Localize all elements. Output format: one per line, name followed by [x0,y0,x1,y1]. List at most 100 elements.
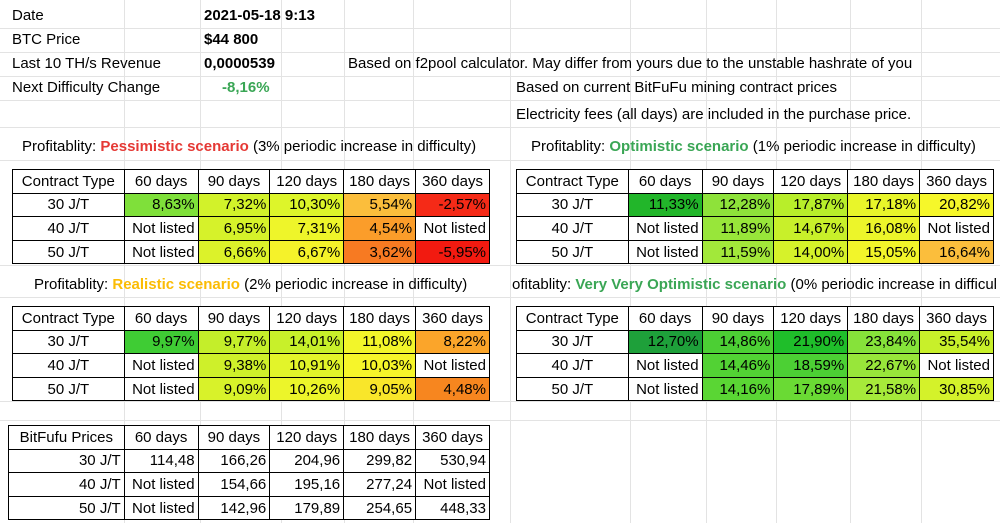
profit-cell: -5,95% [415,239,490,265]
column-header: 180 days [847,169,921,194]
profit-cell: 17,18% [847,192,921,218]
column-header: 60 days [627,306,703,331]
profit-cell: 11,33% [627,192,703,218]
profit-cell: 21,90% [773,329,849,355]
very-optimistic-title: ofitablity: Very Very Optimistic scenari… [512,276,997,293]
profit-cell: 4,54% [343,216,417,241]
profit-cell: 10,91% [269,353,345,378]
row-label: 50 J/T [516,239,629,265]
pessimistic-title: Profitablity: Pessimistic scenario (3% p… [22,138,477,155]
table-row: 30 J/T 114,48 166,26 204,96 299,82 530,94 [8,448,490,474]
table-row: 40 J/T Not listed 154,66 195,16 277,24 Not li… [8,472,490,497]
profit-cell: Not listed [415,353,490,378]
row-label: 40 J/T [516,353,629,378]
realistic-scenario-label: Realistic scenario [112,276,240,293]
profit-cell: 14,00% [773,239,849,265]
row-label: 30 J/T [12,192,125,218]
column-header: 90 days [197,169,271,194]
profit-cell: 15,05% [847,239,921,265]
profit-cell: 14,46% [701,353,775,378]
column-header: 60 days [627,169,703,194]
difficulty-value: -8,16% [222,79,270,96]
profit-cell: 9,77% [197,329,271,355]
table-row: 30 J/T 11,33% 12,28% 17,87% 17,18% 20,82% [516,192,994,218]
profit-cell: 10,03% [343,353,417,378]
column-header: Contract Type [12,306,125,331]
profit-cell: Not listed [123,376,199,402]
profit-cell: 6,95% [197,216,271,241]
table-row: 50 J/T Not listed 9,09% 10,26% 9,05% 4,48% [12,376,490,402]
profit-cell: 9,97% [123,329,199,355]
profit-cell: 14,16% [701,376,775,402]
profit-cell: Not listed [919,353,994,378]
profit-cell: 4,48% [415,376,490,402]
profit-cell: 7,32% [197,192,271,218]
row-label: 30 J/T [516,329,629,355]
table-row: 30 J/T 12,70% 14,86% 21,90% 23,84% 35,54% [516,329,994,355]
profit-cell: Not listed [123,239,199,265]
price-cell: Not listed [123,472,199,497]
column-header: BitFufu Prices [8,425,125,450]
profit-cell: Not listed [627,239,703,265]
price-cell: Not listed [415,472,490,497]
realistic-table: Contract Type 60 days 90 days 120 days 180 d… [12,306,490,402]
column-header: 180 days [847,306,921,331]
row-label: 50 J/T [516,376,629,402]
column-header: Contract Type [516,306,629,331]
row-label: 40 J/T [12,353,125,378]
column-header: 180 days [343,169,417,194]
profit-cell: 11,89% [701,216,775,241]
row-label: 50 J/T [12,239,125,265]
profit-cell: 11,59% [701,239,775,265]
profit-cell: 21,58% [847,376,921,402]
btc-price-value: $44 800 [204,31,259,48]
column-header: 360 days [415,306,490,331]
revenue-value: 0,0000539 [204,55,275,72]
profit-cell: 14,01% [269,329,345,355]
price-cell: 166,26 [197,448,271,474]
profit-cell: 10,30% [269,192,345,218]
pessimistic-scenario-label: Pessimistic scenario [100,138,249,155]
profit-cell: 18,59% [773,353,849,378]
profit-cell: 22,67% [847,353,921,378]
profit-cell: 23,84% [847,329,921,355]
profit-cell: 5,54% [343,192,417,218]
profit-cell: Not listed [919,216,994,241]
row-label: 40 J/T [516,216,629,241]
prices-table: BitFufu Prices 60 days 90 days 120 days 180 … [8,425,490,521]
profit-cell: 3,62% [343,239,417,265]
profit-cell: 16,64% [919,239,994,265]
profit-cell: 7,31% [269,216,345,241]
table-row: 50 J/T Not listed 6,66% 6,67% 3,62% -5,95% [12,239,490,265]
very-optimistic-scenario-label: Very Very Optimistic scenario [575,276,787,293]
price-cell: 179,89 [269,495,345,521]
difficulty-label: Next Difficulty Change [12,79,161,96]
pessimistic-table: Contract Type 60 days 90 days 120 days 180 d… [12,169,490,265]
price-cell: 254,65 [343,495,417,521]
column-header: 120 days [269,425,345,450]
price-cell: 299,82 [343,448,417,474]
column-header: 90 days [701,169,775,194]
price-cell: 114,48 [123,448,199,474]
profit-cell: 12,28% [701,192,775,218]
profit-cell: 10,26% [269,376,345,402]
table-row: 50 J/T Not listed 142,96 179,89 254,65 448,33 [8,495,490,521]
table-row: 40 J/T Not listed 9,38% 10,91% 10,03% Not lis… [12,353,490,378]
optimistic-table: Contract Type 60 days 90 days 120 days 180 d… [516,169,994,265]
column-header: 120 days [773,306,849,331]
date-label: Date [12,7,44,24]
column-header: 60 days [123,425,199,450]
column-header: Contract Type [12,169,125,194]
column-header: 120 days [269,306,345,331]
row-label: 40 J/T [12,216,125,241]
table-row: 40 J/T Not listed 14,46% 18,59% 22,67% Not li… [516,353,994,378]
table-row: 30 J/T 8,63% 7,32% 10,30% 5,54% -2,57% [12,192,490,218]
profit-cell: Not listed [415,216,490,241]
contract-note: Based on current BitFuFu mining contract… [516,79,837,96]
column-header: 360 days [415,169,490,194]
profit-cell: Not listed [627,376,703,402]
column-header: 360 days [919,306,994,331]
row-label: 30 J/T [12,329,125,355]
profit-cell: Not listed [627,216,703,241]
column-header: Contract Type [516,169,629,194]
